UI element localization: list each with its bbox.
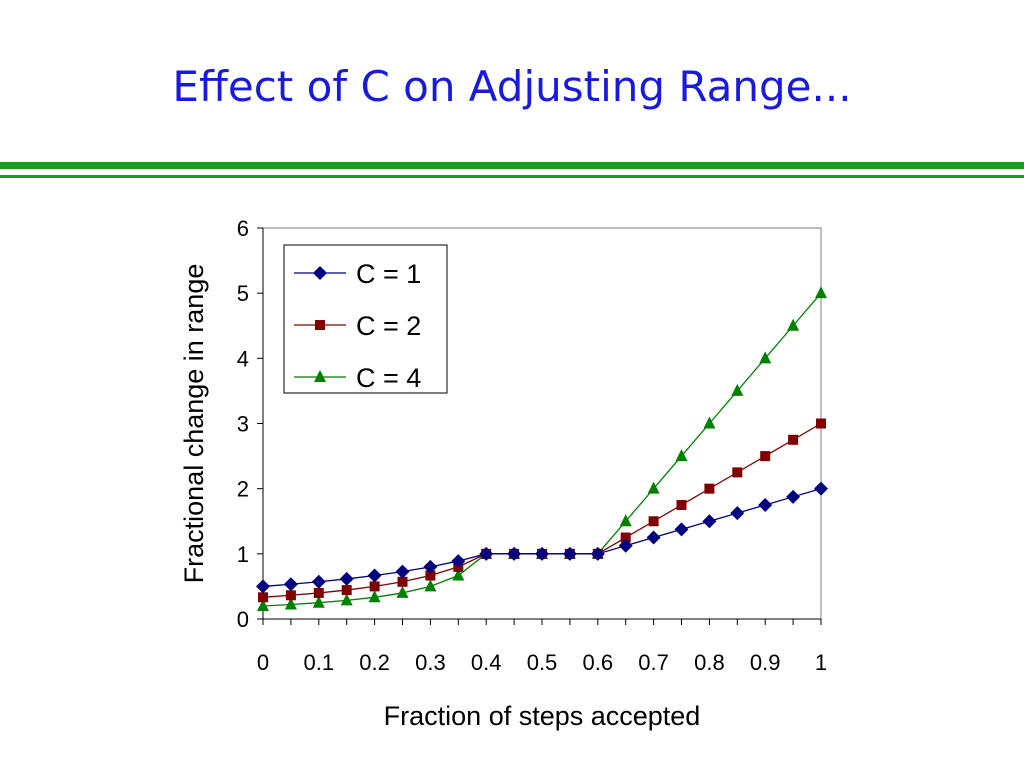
legend-marker <box>313 266 327 280</box>
x-tick-label: 0 <box>257 650 269 675</box>
data-point <box>620 532 631 543</box>
data-point <box>788 434 799 445</box>
data-point <box>285 590 296 601</box>
data-point <box>425 570 436 581</box>
data-point <box>786 489 801 504</box>
data-point <box>590 546 605 561</box>
x-tick-label: 0.1 <box>304 650 335 675</box>
x-tick-label: 0.4 <box>471 650 502 675</box>
data-point <box>703 416 716 429</box>
data-point <box>424 579 437 592</box>
data-point <box>311 574 326 589</box>
legend-marker <box>314 370 326 382</box>
data-point <box>646 530 661 545</box>
data-point <box>395 564 410 579</box>
data-point <box>730 506 745 521</box>
slide-title: Effect of C on Adjusting Range... <box>172 62 852 111</box>
y-tick-label: 2 <box>237 477 249 502</box>
x-tick-label: 1 <box>815 650 827 675</box>
data-point <box>368 590 381 603</box>
data-point <box>312 595 325 608</box>
y-tick-label: 5 <box>237 281 249 306</box>
legend-label: C = 4 <box>356 363 421 393</box>
data-point <box>257 598 269 611</box>
divider-thick <box>0 162 1024 169</box>
data-point <box>815 286 827 299</box>
data-point <box>479 546 494 561</box>
legend <box>283 244 448 394</box>
series-line <box>262 488 822 588</box>
x-tick-label: 0.8 <box>694 650 725 675</box>
x-tick-label: 0.3 <box>415 650 446 675</box>
y-tick-label: 6 <box>237 216 249 241</box>
data-point <box>341 585 352 596</box>
data-point <box>507 546 522 561</box>
data-point <box>704 483 715 494</box>
data-point <box>340 593 353 606</box>
divider-thin <box>0 175 1024 178</box>
data-point <box>313 587 324 598</box>
data-point <box>648 516 659 527</box>
data-point <box>787 318 800 331</box>
data-point <box>397 576 408 587</box>
data-point <box>562 546 577 561</box>
x-tick-label: 0.9 <box>750 650 781 675</box>
data-point <box>618 538 633 553</box>
data-point <box>674 522 689 537</box>
data-point <box>451 554 466 569</box>
data-point <box>702 514 717 529</box>
data-point <box>759 351 772 364</box>
data-point <box>732 467 743 478</box>
data-point <box>423 559 438 574</box>
data-point <box>731 383 744 396</box>
y-tick-label: 1 <box>237 542 249 567</box>
data-point <box>339 571 354 586</box>
data-point <box>647 481 660 494</box>
x-tick-label: 0.5 <box>527 650 558 675</box>
data-point <box>814 481 828 496</box>
legend-marker <box>315 320 325 330</box>
data-point <box>535 546 549 561</box>
y-tick-label: 4 <box>237 346 249 371</box>
legend-label: C = 1 <box>356 259 421 289</box>
data-point <box>760 451 771 462</box>
data-point <box>284 597 297 610</box>
x-tick-label: 0.6 <box>583 650 614 675</box>
data-point <box>283 577 298 592</box>
data-point <box>816 418 826 429</box>
y-tick-label: 0 <box>237 607 249 632</box>
y-tick-label: 3 <box>237 412 249 437</box>
y-axis-label: Fractional change in range <box>179 264 209 584</box>
data-point <box>256 579 270 594</box>
x-tick-label: 0.2 <box>359 650 390 675</box>
data-point <box>369 581 380 592</box>
data-point <box>367 568 382 583</box>
data-point <box>675 449 688 462</box>
data-point <box>619 514 632 527</box>
data-point <box>758 497 773 512</box>
data-point <box>258 592 268 603</box>
data-point <box>676 499 687 510</box>
x-tick-label: 0.7 <box>638 650 669 675</box>
legend-label: C = 2 <box>356 311 421 341</box>
data-point <box>452 568 465 581</box>
x-axis-label: Fraction of steps accepted <box>384 701 701 731</box>
data-point <box>396 585 409 598</box>
